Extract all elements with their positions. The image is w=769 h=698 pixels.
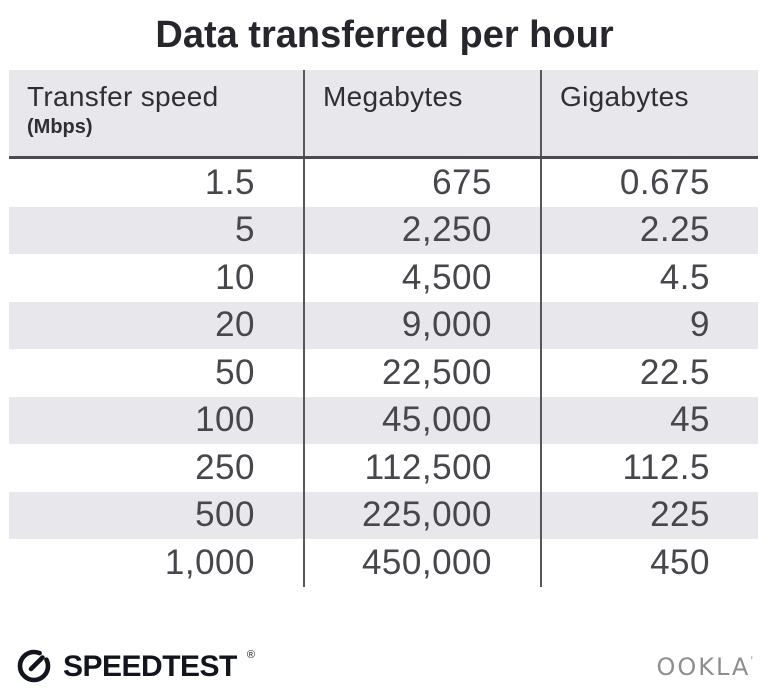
table-row: 250 112,500 112.5 (9, 444, 758, 492)
table-cell: 22.5 (540, 349, 758, 397)
table-row: 5 2,250 2.25 (9, 206, 758, 254)
table-cell: 100 (195, 400, 255, 440)
table-cell: 112,500 (303, 444, 540, 492)
header-cell-transfer-speed: Transfer speed (Mbps) (9, 70, 303, 156)
speedtest-wordmark: SPEEDTEST (63, 650, 237, 683)
table-cell: 5 (235, 210, 255, 250)
table-cell: 2.25 (540, 206, 758, 254)
speedtest-logo: SPEEDTEST ® (14, 645, 255, 690)
table-cell: 112.5 (540, 444, 758, 492)
speedometer-icon (14, 645, 54, 690)
table-row: 500 225,000 225 (9, 491, 758, 539)
header-label: Gigabytes (560, 81, 689, 112)
table-cell: 20 (215, 305, 255, 345)
table-cell: 4,500 (303, 254, 540, 302)
ookla-logo: OOKLA ’ (656, 653, 753, 681)
table-cell: 45 (540, 396, 758, 444)
table-cell: 225 (540, 491, 758, 539)
footer: SPEEDTEST ® OOKLA ’ (14, 644, 753, 690)
header-cell-megabytes: Megabytes (303, 70, 540, 156)
table-cell: 225,000 (303, 491, 540, 539)
table-header-row: Transfer speed (Mbps) Megabytes Gigabyte… (9, 70, 758, 159)
table-row: 10 4,500 4.5 (9, 254, 758, 302)
table-row: 50 22,500 22.5 (9, 349, 758, 397)
table-row: 1,000 450,000 450 (9, 539, 758, 587)
table-cell: 50 (215, 352, 255, 392)
table-cell: 1.5 (204, 162, 255, 202)
table-cell: 1,000 (164, 542, 255, 582)
table-cell: 10 (215, 257, 255, 297)
table-row: 20 9,000 9 (9, 301, 758, 349)
table-body: 1.5 675 0.675 5 2,250 2.25 10 4,500 4.5 … (9, 159, 758, 587)
header-sublabel: (Mbps) (27, 116, 93, 138)
table-cell: 500 (195, 495, 255, 535)
table-cell: 22,500 (303, 349, 540, 397)
table-cell: 0.675 (540, 159, 758, 207)
table-cell: 675 (303, 159, 540, 207)
registered-trademark-icon: ® (246, 649, 255, 661)
data-table: Transfer speed (Mbps) Megabytes Gigabyte… (9, 70, 758, 587)
header-label: Transfer speed (27, 81, 219, 112)
table-cell: 9,000 (303, 301, 540, 349)
table-cell: 45,000 (303, 396, 540, 444)
header-label: Megabytes (323, 81, 463, 112)
table-row: 1.5 675 0.675 (9, 159, 758, 207)
header-cell-gigabytes: Gigabytes (540, 70, 758, 156)
table-cell: 4.5 (540, 254, 758, 302)
page-title: Data transferred per hour (155, 14, 614, 56)
table-cell: 2,250 (303, 206, 540, 254)
table-cell: 450,000 (303, 539, 540, 587)
table-cell: 9 (540, 301, 758, 349)
table-cell: 450 (540, 539, 758, 587)
table-cell: 250 (195, 447, 255, 487)
table-row: 100 45,000 45 (9, 396, 758, 444)
ookla-trademark-icon: ’ (750, 654, 753, 668)
ookla-wordmark: OOKLA (656, 653, 751, 681)
